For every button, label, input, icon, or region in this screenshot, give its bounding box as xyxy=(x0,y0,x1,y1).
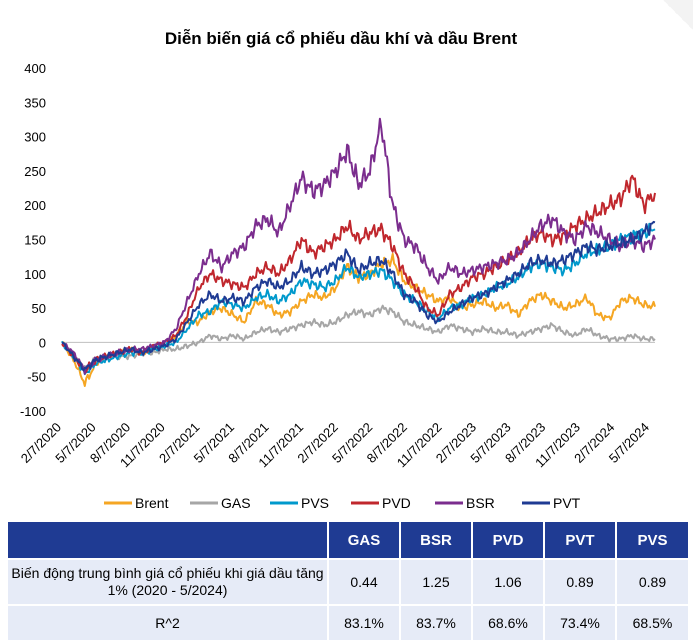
cell-pvt: 73.4% xyxy=(543,604,616,640)
y-tick-label: 100 xyxy=(24,267,46,282)
y-tick-label: 0 xyxy=(39,335,46,350)
y-tick-label: -50 xyxy=(27,370,46,385)
series-line-gas xyxy=(61,304,656,371)
series-line-bsr xyxy=(61,117,656,375)
cell-bsr: 1.25 xyxy=(399,558,472,605)
header-pvs: PVS xyxy=(615,522,688,559)
table-row: Biến động trung bình giá cổ phiếu khi gi… xyxy=(8,558,688,605)
y-tick-label: 300 xyxy=(24,130,46,145)
y-tick-label: 150 xyxy=(24,233,46,248)
legend-label-pvd: PVD xyxy=(382,495,411,511)
row-label-sensitivity: Biến động trung bình giá cổ phiếu khi gi… xyxy=(8,558,328,605)
cell-gas: 83.1% xyxy=(327,604,400,640)
row-label-r2: R^2 xyxy=(8,604,328,640)
sensitivity-table: GAS BSR PVD PVT PVS Biến động trung bình… xyxy=(8,522,688,640)
y-tick-label: 50 xyxy=(32,301,46,316)
y-tick-label: -100 xyxy=(20,404,46,419)
series-group xyxy=(61,117,656,387)
y-tick-label: 350 xyxy=(24,95,46,110)
y-axis: 400 350 300 250 200 150 100 50 0 -50 -100 xyxy=(20,61,46,419)
table-header-row: GAS BSR PVD PVT PVS xyxy=(8,522,688,559)
cell-gas: 0.44 xyxy=(327,558,400,605)
legend: Brent GAS PVS PVD BSR PVT xyxy=(104,495,581,511)
x-axis: 2/7/20205/7/20208/7/202011/7/20202/7/202… xyxy=(18,420,652,471)
cell-pvd: 1.06 xyxy=(471,558,544,605)
header-bsr: BSR xyxy=(399,522,472,559)
page-corner-decoration xyxy=(663,0,693,30)
legend-label-pvs: PVS xyxy=(301,495,329,511)
cell-bsr: 83.7% xyxy=(399,604,472,640)
header-pvd: PVD xyxy=(471,522,544,559)
price-chart: Diễn biến giá cổ phiếu dầu khí và dầu Br… xyxy=(18,29,656,511)
legend-label-pvt: PVT xyxy=(553,495,581,511)
series-line-pvd xyxy=(61,174,656,373)
series-line-pvt xyxy=(61,220,656,372)
chart-title: Diễn biến giá cổ phiếu dầu khí và dầu Br… xyxy=(165,29,518,48)
cell-pvt: 0.89 xyxy=(543,558,616,605)
header-pvt: PVT xyxy=(543,522,616,559)
header-blank xyxy=(8,522,328,559)
table-row: R^2 83.1% 83.7% 68.6% 73.4% 68.5% xyxy=(8,604,688,640)
header-gas: GAS xyxy=(327,522,400,559)
y-tick-label: 250 xyxy=(24,164,46,179)
legend-label-bsr: BSR xyxy=(466,495,495,511)
cell-pvd: 68.6% xyxy=(471,604,544,640)
legend-label-gas: GAS xyxy=(221,495,251,511)
cell-pvs: 68.5% xyxy=(615,604,688,640)
y-tick-label: 400 xyxy=(24,61,46,76)
cell-pvs: 0.89 xyxy=(615,558,688,605)
legend-label-brent: Brent xyxy=(135,495,169,511)
y-tick-label: 200 xyxy=(24,198,46,213)
